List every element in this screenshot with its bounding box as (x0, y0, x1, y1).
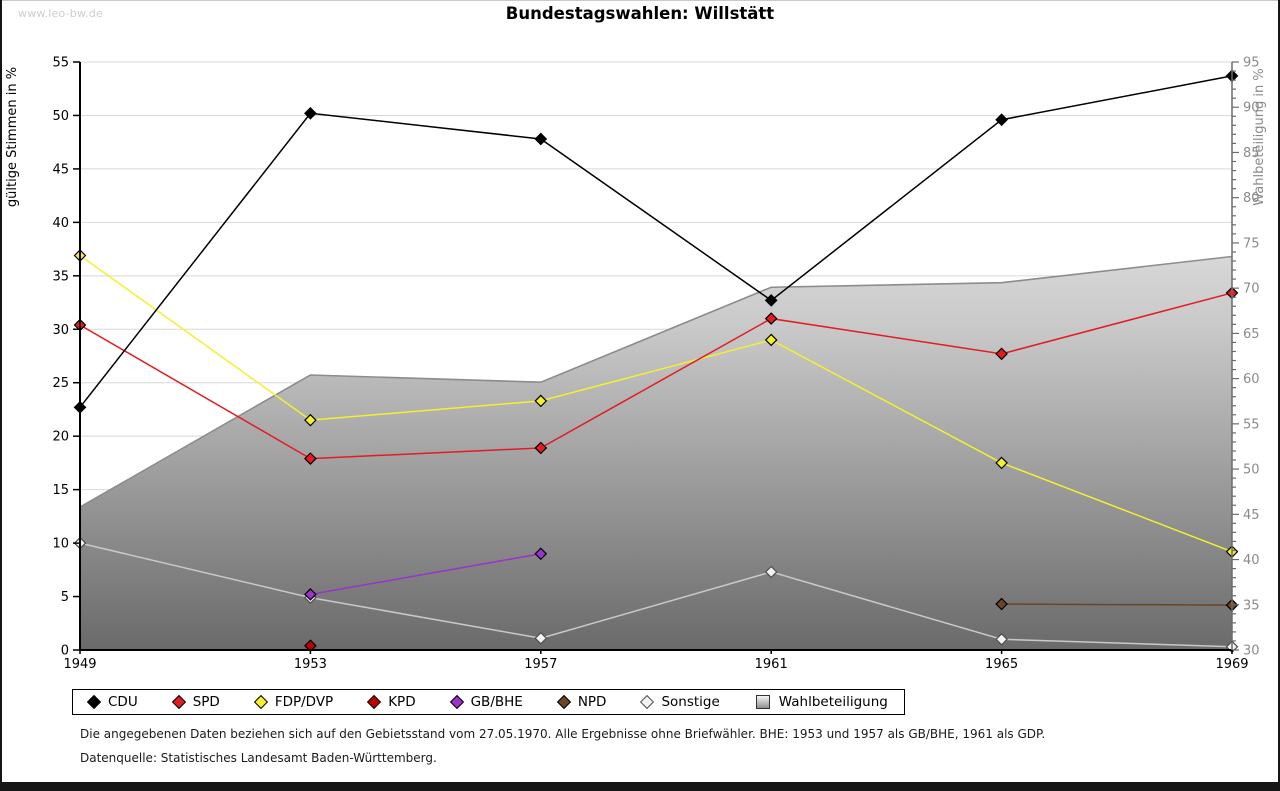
svg-text:1969: 1969 (1215, 657, 1248, 672)
svg-text:40: 40 (1243, 553, 1260, 568)
legend-item-sonstige: Sonstige (640, 694, 720, 710)
svg-text:55: 55 (1243, 417, 1260, 432)
data-point-sonstige (764, 565, 778, 579)
data-point-gb-bhe (304, 588, 317, 601)
data-point-cdu (534, 132, 548, 146)
data-point-sonstige (995, 632, 1008, 646)
series-line-gb-bhe (310, 553, 541, 596)
legend-diamond-marker (556, 694, 571, 710)
data-point-gb-bhe (534, 547, 548, 561)
window-border-bottom (0, 782, 1280, 791)
svg-text:35: 35 (1243, 598, 1260, 613)
right-axis-title: Wahlbeteiligung in % (1252, 68, 1267, 205)
legend-diamond-marker (367, 694, 382, 710)
data-point-spd (534, 441, 548, 455)
chart-legend: CDU SPD FDP/DVP KPD GB/BHE NPD Sonstige Wahlbet… (72, 689, 905, 715)
series-line-cdu (79, 75, 1233, 408)
svg-text:65: 65 (1243, 327, 1260, 342)
legend-item-fdp-dvp: FDP/DVP (253, 694, 334, 710)
legend-label: Wahlbeteiligung (778, 694, 888, 710)
svg-text:45: 45 (52, 162, 69, 177)
series-line-spd (79, 292, 1233, 460)
svg-text:95: 95 (1243, 56, 1260, 71)
legend-label: GB/BHE (470, 694, 523, 710)
legend-label: SPD (192, 694, 220, 710)
svg-text:85: 85 (1243, 146, 1260, 161)
svg-text:60: 60 (1243, 372, 1260, 387)
window-border-right (1278, 0, 1280, 791)
svg-text:75: 75 (1243, 236, 1260, 251)
legend-item-spd: SPD (171, 694, 220, 710)
turnout-area (80, 256, 1232, 650)
legend-label: Sonstige (661, 694, 720, 710)
svg-text:25: 25 (52, 376, 69, 391)
left-axis-title: gültige Stimmen in % (5, 67, 20, 207)
series-line-npd (1001, 603, 1233, 606)
data-point-fdp-dvp (764, 333, 778, 347)
svg-text:45: 45 (1243, 508, 1260, 523)
legend-diamond-marker (171, 694, 186, 710)
election-line-chart: 0 5 10 15 20 25 30 35 40 45 50 55 30 35 40 45 50 55 60 65 70… (5, 56, 1267, 673)
svg-text:30: 30 (52, 323, 69, 338)
legend-diamond-marker (449, 694, 464, 710)
legend-item-wahlbeteiligung: Wahlbeteiligung (755, 694, 888, 710)
chart-title: Bundestagswahlen: Willstätt (505, 4, 775, 23)
series-line-fdp-dvp (79, 254, 1233, 553)
window-border-top (0, 0, 1280, 1)
data-point-spd (764, 312, 778, 325)
data-point-npd (995, 597, 1008, 611)
svg-text:90: 90 (1243, 101, 1260, 116)
turnout-area-border (79, 255, 1233, 508)
svg-text:50: 50 (1243, 463, 1260, 478)
svg-text:30: 30 (1243, 644, 1260, 659)
legend-item-cdu: CDU (86, 694, 138, 710)
svg-text:40: 40 (52, 216, 69, 231)
data-point-cdu (304, 106, 317, 120)
data-point-spd (995, 347, 1008, 361)
svg-text:35: 35 (52, 269, 69, 284)
svg-text:20: 20 (52, 430, 69, 445)
data-point-spd (304, 452, 317, 465)
legend-item-gb-bhe: GB/BHE (449, 694, 523, 710)
legend-diamond-marker (253, 694, 268, 710)
svg-text:0: 0 (61, 644, 69, 659)
svg-text:80: 80 (1243, 191, 1260, 206)
svg-text:1961: 1961 (755, 657, 788, 672)
legend-diamond-marker (86, 694, 102, 710)
footnote-gebietsstand: Die angegebenen Daten beziehen sich auf … (80, 727, 1046, 741)
legend-label: FDP/DVP (274, 694, 334, 710)
window-border-left (0, 0, 2, 791)
svg-text:15: 15 (52, 483, 69, 498)
legend-label: NPD (577, 694, 607, 710)
footnote-datenquelle: Datenquelle: Statistisches Landesamt Bad… (80, 751, 437, 765)
svg-text:1953: 1953 (294, 657, 327, 672)
legend-diamond-marker (640, 694, 655, 710)
data-point-sonstige (534, 631, 548, 645)
series-line-sonstige (79, 542, 1233, 648)
legend-label: CDU (108, 694, 138, 710)
legend-square-marker (755, 695, 770, 709)
data-point-fdp-dvp (995, 456, 1008, 470)
svg-text:70: 70 (1243, 282, 1260, 297)
legend-label: KPD (388, 694, 416, 710)
svg-text:55: 55 (52, 56, 69, 71)
svg-text:10: 10 (52, 537, 69, 552)
data-point-fdp-dvp (304, 413, 317, 427)
svg-text:5: 5 (61, 590, 69, 605)
data-point-fdp-dvp (534, 394, 548, 408)
svg-text:1949: 1949 (63, 657, 96, 672)
svg-text:1965: 1965 (985, 657, 1018, 672)
watermark: www.leo-bw.de (18, 7, 104, 20)
legend-item-npd: NPD (556, 694, 607, 710)
svg-text:50: 50 (52, 109, 69, 124)
data-point-cdu (764, 294, 778, 307)
svg-text:1957: 1957 (524, 657, 557, 672)
data-point-cdu (995, 113, 1008, 127)
legend-item-kpd: KPD (367, 694, 416, 710)
